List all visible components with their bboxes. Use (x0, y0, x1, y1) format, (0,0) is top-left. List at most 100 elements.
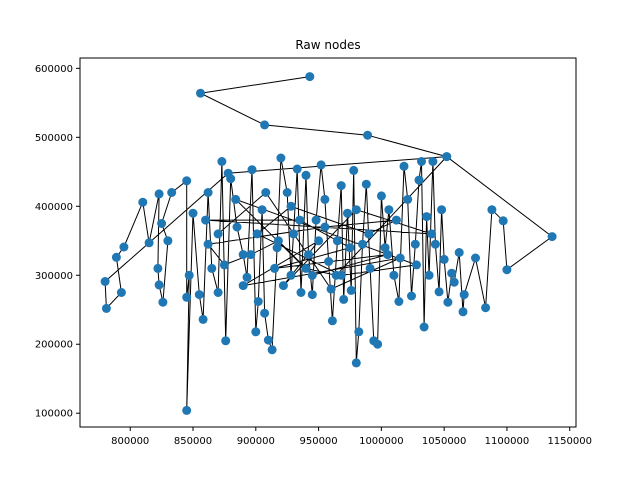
node-point (349, 165, 359, 175)
node-point (459, 290, 469, 300)
node-point (207, 263, 217, 273)
node-point (201, 215, 211, 225)
node-point (389, 270, 399, 280)
node-point (182, 292, 192, 302)
node-point (365, 263, 375, 273)
node-point (391, 215, 401, 225)
node-point (343, 208, 352, 218)
x-tick-label: 800000 (111, 436, 149, 447)
node-point (354, 327, 364, 337)
node-point (332, 236, 342, 246)
node-point (428, 157, 438, 166)
node-point (403, 194, 413, 204)
node-point (383, 250, 393, 260)
node-point (260, 120, 270, 130)
node-point (442, 152, 452, 162)
node-point (395, 253, 405, 263)
node-point (100, 277, 110, 286)
x-axis: 800000 850000 900000 950000 1000000 1050000 11… (111, 427, 592, 447)
node-point (119, 242, 129, 252)
node-point (437, 205, 447, 215)
node-point (447, 268, 457, 278)
node-point (419, 322, 429, 332)
node-point (286, 201, 296, 211)
node-point (196, 88, 205, 98)
node-point (267, 345, 277, 355)
node-point (443, 297, 453, 307)
node-point (320, 222, 330, 232)
node-point (246, 250, 256, 260)
x-tick-label: 1000000 (359, 436, 404, 447)
node-point (238, 250, 248, 260)
node-point (182, 176, 192, 186)
node-point (154, 280, 164, 290)
node-point (458, 307, 468, 317)
node-point (301, 170, 311, 180)
node-point (407, 291, 416, 301)
node-point (252, 229, 262, 239)
node-point (238, 281, 248, 291)
node-point (194, 290, 204, 300)
y-tick-label: 600000 (35, 64, 73, 75)
node-point (203, 188, 213, 197)
node-point (424, 270, 434, 280)
node-point (430, 239, 440, 249)
node-point (351, 358, 361, 368)
node-point (278, 281, 288, 291)
node-point (247, 165, 257, 175)
plot-frame (79, 57, 577, 428)
node-point (307, 290, 317, 300)
node-point (282, 188, 292, 197)
node-point (314, 236, 324, 246)
node-point (361, 179, 371, 189)
node-point (454, 248, 464, 257)
node-point (253, 297, 263, 306)
node-point (301, 263, 311, 273)
node-point (414, 175, 424, 185)
node-point (144, 238, 154, 248)
node-point (336, 181, 346, 191)
node-point (422, 212, 432, 222)
node-point (273, 236, 283, 246)
node-point (231, 194, 241, 204)
node-point (427, 229, 437, 239)
node-point (226, 174, 236, 184)
node-point (417, 157, 426, 166)
node-point (307, 270, 317, 280)
data-points (100, 72, 557, 415)
node-point (351, 205, 361, 215)
node-point (182, 405, 192, 415)
node-point (251, 327, 261, 337)
node-point (324, 257, 334, 266)
node-point (376, 191, 386, 201)
node-point (481, 303, 491, 313)
node-point (276, 153, 286, 163)
node-point (380, 243, 390, 253)
node-point (213, 229, 223, 239)
node-point (260, 308, 270, 318)
node-point (116, 288, 126, 297)
chart-title: Raw nodes (295, 38, 360, 52)
node-point (304, 250, 313, 260)
node-point (101, 303, 111, 313)
node-point (394, 297, 404, 306)
node-point (326, 284, 336, 294)
node-point (316, 160, 326, 170)
node-point (502, 265, 512, 275)
node-point (213, 288, 223, 297)
node-point (219, 260, 229, 270)
node-point (384, 205, 394, 215)
node-point (363, 130, 373, 140)
node-point (358, 239, 367, 249)
node-point (399, 161, 409, 171)
node-point (221, 336, 231, 346)
node-point (336, 270, 346, 280)
node-point (263, 335, 273, 345)
node-point (184, 270, 194, 280)
node-point (345, 243, 355, 253)
node-point (242, 272, 252, 282)
node-point (320, 194, 330, 204)
node-point (138, 197, 148, 207)
node-point (487, 205, 497, 215)
node-point (153, 263, 163, 273)
